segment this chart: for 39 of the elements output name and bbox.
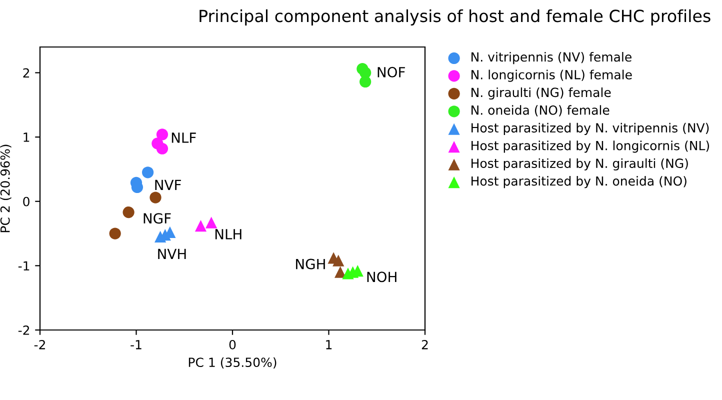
x-tick-label: -2 [34, 340, 45, 350]
annotation: NGH [296, 258, 325, 270]
point [194, 220, 207, 232]
y-tick-label: 2 [23, 68, 30, 78]
annotation: NGF [144, 213, 171, 224]
legend-label: Host parasitized by N. longicornis (NL) [472, 140, 710, 153]
y-tick-label: -2 [18, 325, 30, 335]
x-tick-label: 0 [229, 340, 236, 350]
point [360, 76, 372, 88]
annotation: NLF [172, 132, 196, 143]
x-tick-label: 1 [326, 340, 332, 350]
point [109, 228, 121, 240]
point [142, 166, 154, 178]
annotation: NOH [367, 272, 396, 282]
annotation: NLH [215, 229, 242, 240]
x-tick-label: 2 [422, 340, 428, 350]
legend-label: Host parasitized by N. oneida (NO) [472, 176, 686, 188]
legend-label: N. vitripennis (NV) female [472, 52, 632, 64]
legend-label: Host parasitized by N. giraulti (NG) [472, 158, 688, 170]
point [332, 254, 344, 266]
annotation: NVF [155, 180, 181, 190]
y-tick-label: -1 [18, 261, 30, 270]
x-tick-label: -1 [130, 340, 142, 350]
legend-label: Host parasitized by N. vitripennis (NV) [472, 122, 709, 135]
x-axis-title: PC 1 (35.50%) [188, 357, 276, 369]
y-axis-title: PC 2 (20.96%) [0, 144, 12, 232]
annotation: NVH [158, 248, 186, 259]
legend-label: N. giraulti (NG) female [472, 87, 611, 100]
chart-title: Principal component analysis of host and female CHC profiles [200, 9, 710, 26]
annotation: NOF [378, 66, 405, 78]
point [122, 206, 134, 218]
legend-label: N. longicornis (NL) female [472, 70, 632, 82]
y-tick-label: 0 [23, 196, 30, 206]
point [206, 216, 218, 228]
legend-label: N. oneida (NO) female [472, 105, 610, 116]
y-tick-label: 1 [24, 132, 30, 142]
point [156, 128, 168, 140]
point [156, 142, 168, 154]
point [150, 192, 162, 204]
